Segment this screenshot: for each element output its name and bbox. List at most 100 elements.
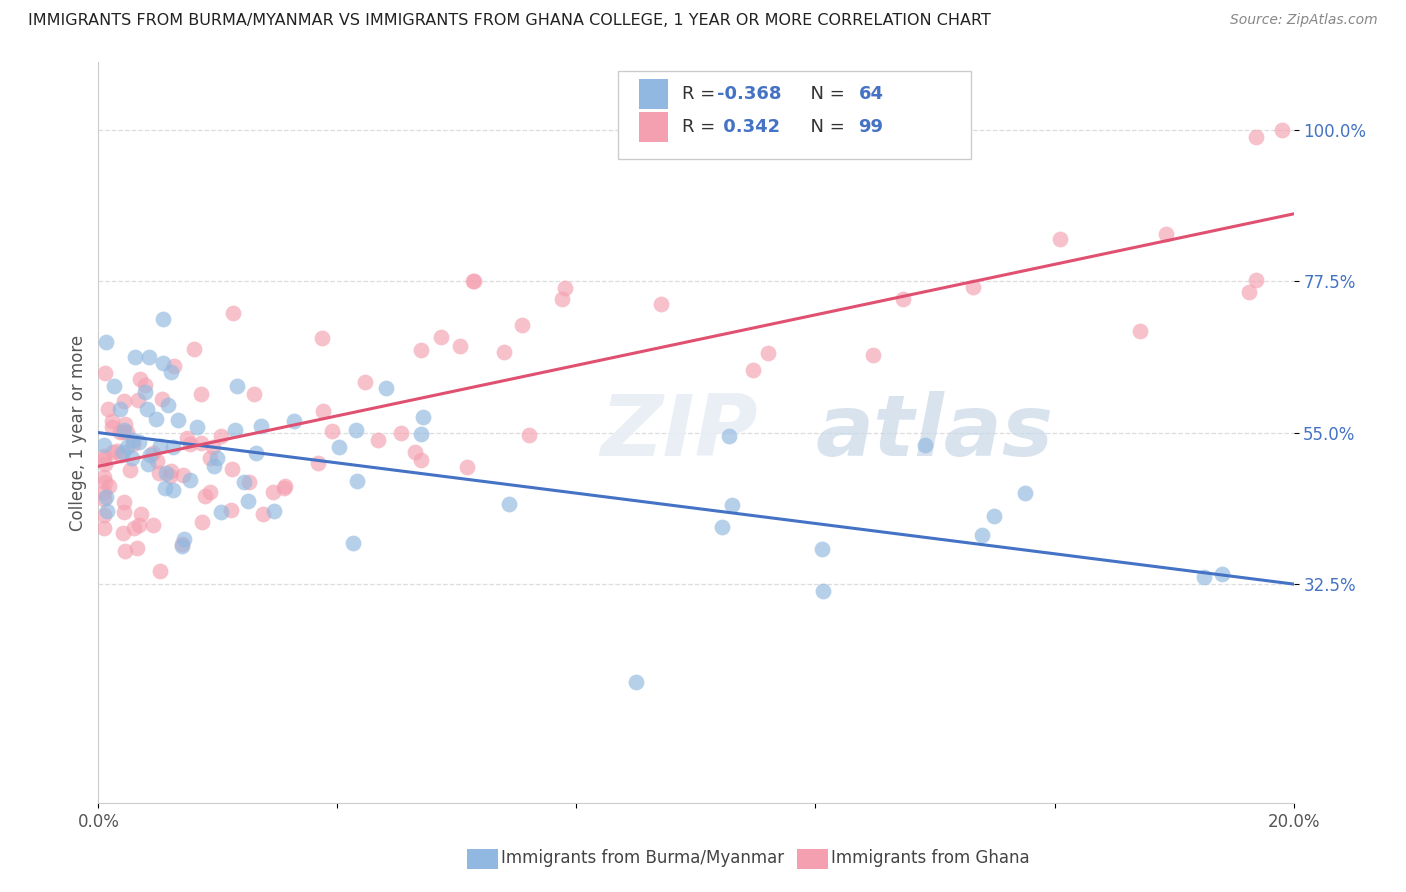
Point [93,484,115,499]
Point [449,339,471,353]
Point [94,475,117,490]
Point [1129,324,1152,338]
Point [112,394,135,409]
Point [107,444,129,458]
Point [93,438,115,452]
Point [914,438,936,452]
Point [139,448,162,462]
Point [101,444,124,458]
Point [121,450,143,465]
Point [1244,273,1267,287]
Point [153,481,176,495]
Point [1211,566,1233,581]
Point [717,428,740,442]
Point [162,483,184,497]
Point [101,414,124,428]
Point [243,387,266,401]
Point [862,348,884,362]
Text: -0.368: -0.368 [717,86,782,103]
Point [103,379,125,393]
Point [124,350,146,364]
Point [93,457,115,471]
Text: N =: N = [799,86,851,103]
Point [172,468,194,483]
Point [111,425,134,439]
Point [494,345,516,359]
Point [232,475,254,489]
Point [626,674,648,689]
Point [186,420,208,434]
Point [411,452,433,467]
Point [122,521,145,535]
Point [245,446,267,460]
Point [202,458,225,473]
Point [96,335,118,350]
Point [93,452,115,467]
Point [112,505,135,519]
Point [94,367,117,381]
Bar [638,79,668,109]
Text: Source: ZipAtlas.com: Source: ZipAtlas.com [1230,13,1378,28]
Text: 99: 99 [859,118,883,136]
Point [983,508,1005,523]
Point [149,565,172,579]
Point [375,381,398,395]
Point [114,417,136,431]
Point [891,293,914,307]
Point [191,515,214,529]
Point [93,508,115,522]
Point [273,481,295,495]
Point [1246,129,1268,144]
Point [211,429,233,443]
Point [112,423,135,437]
Text: 64: 64 [859,86,883,103]
Point [170,537,193,551]
Point [741,363,763,377]
Point [273,478,295,492]
Point [198,485,221,500]
Point [122,436,145,450]
Point [430,329,453,343]
Point [551,292,574,306]
FancyBboxPatch shape [619,71,972,159]
Point [517,427,540,442]
Point [1156,227,1178,241]
Point [179,474,201,488]
Point [283,414,305,428]
Point [342,535,364,549]
Y-axis label: College, 1 year or more: College, 1 year or more [69,334,87,531]
Text: atlas: atlas [815,391,1053,475]
Point [159,469,181,483]
Point [93,449,115,463]
Point [125,541,148,556]
Point [252,508,274,522]
Point [114,543,136,558]
Point [1192,570,1215,584]
Point [152,356,174,370]
Point [225,379,247,393]
Point [96,504,118,518]
Text: 0.342: 0.342 [717,118,780,136]
Point [404,444,426,458]
Point [138,350,160,364]
Text: N =: N = [799,118,851,136]
Point [176,431,198,445]
Point [136,458,159,472]
Point [134,384,156,399]
Point [554,281,576,295]
Point [346,474,368,488]
Point [222,306,245,320]
Text: Immigrants from Burma/Myanmar: Immigrants from Burma/Myanmar [501,849,783,867]
Point [456,459,478,474]
Point [463,274,485,288]
Point [93,521,115,535]
Point [810,541,832,556]
Point [111,526,134,541]
Point [190,435,212,450]
Text: ZIP: ZIP [600,391,758,475]
Point [367,433,389,447]
Point [112,495,135,509]
Point [710,520,733,534]
Point [129,372,152,386]
Point [162,441,184,455]
